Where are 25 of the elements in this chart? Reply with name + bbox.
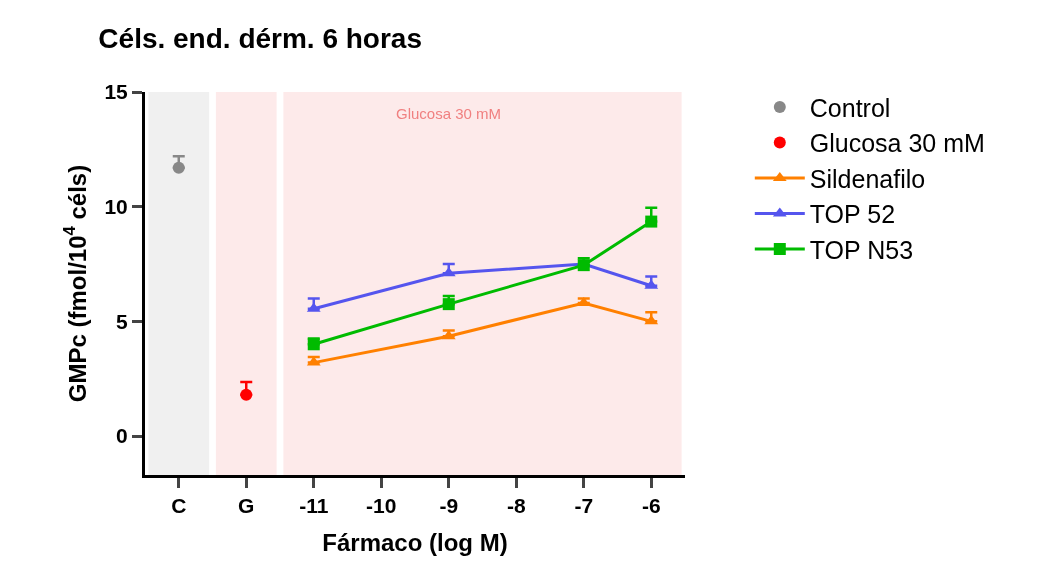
point [172, 161, 185, 174]
x-tick-label: G [238, 494, 255, 518]
x-tick-label: -6 [641, 494, 661, 518]
band-label: Glucosa 30 mM [396, 105, 502, 122]
y-tick-label: 15 [104, 80, 129, 104]
x-tick-label: C [171, 494, 187, 518]
x-tick-label: -9 [439, 494, 459, 518]
x-tick-label: -10 [366, 494, 397, 518]
y-tick-label: 0 [116, 424, 128, 448]
point [240, 388, 253, 401]
legend-label: Glucosa 30 mM [809, 129, 985, 158]
x-tick-label: -8 [506, 494, 526, 518]
x-axis-title: Fármaco (log M) [322, 528, 508, 556]
legend-label: Sildenafilo [809, 164, 926, 193]
point [307, 338, 320, 351]
legend-label: Control [809, 93, 891, 122]
legend-label: TOP N53 [809, 235, 914, 264]
x-tick-label: -7 [574, 494, 594, 518]
y-tick-label: 10 [104, 195, 128, 219]
chart-title: Céls. end. dérm. 6 horas [98, 23, 423, 55]
y-tick-label: 5 [116, 309, 129, 333]
x-tick-label: -11 [299, 494, 329, 518]
legend-label: TOP 52 [809, 200, 896, 229]
point [645, 215, 658, 228]
point [442, 298, 455, 311]
